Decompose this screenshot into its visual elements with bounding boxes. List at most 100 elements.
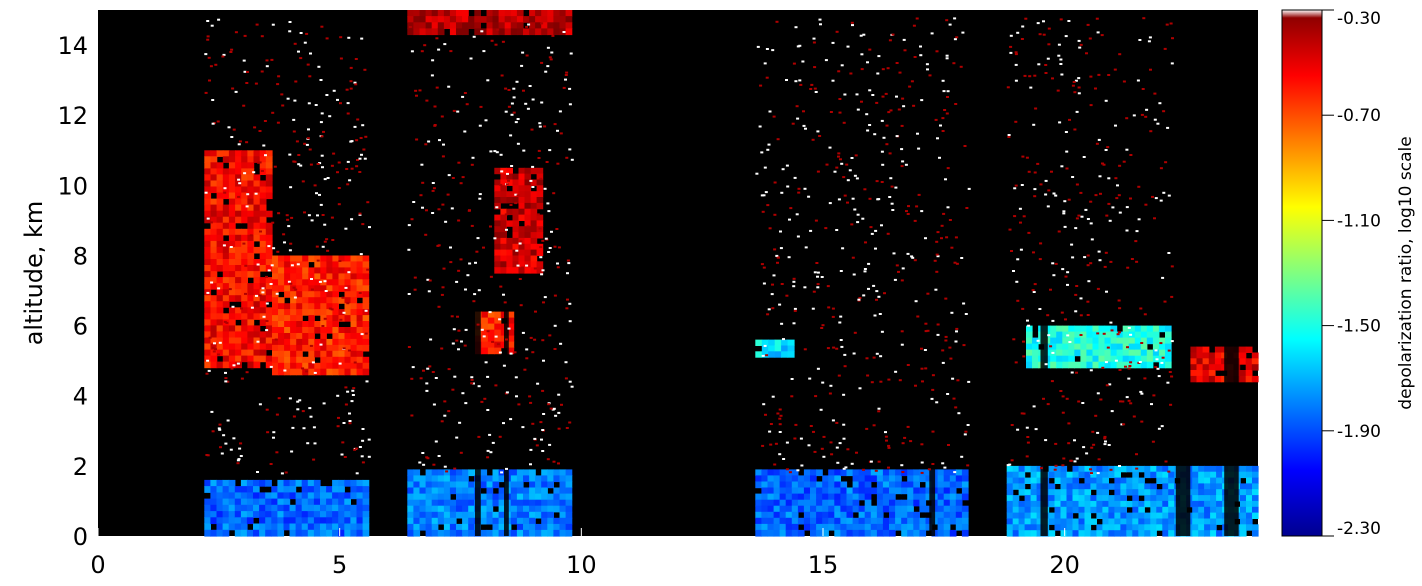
heat-cell xyxy=(228,246,236,254)
heat-cell xyxy=(500,267,507,274)
heat-cell xyxy=(253,486,260,493)
noise-speck xyxy=(936,255,940,258)
heat-cell xyxy=(535,475,542,483)
noise-speck xyxy=(774,442,778,445)
noise-speck xyxy=(1014,79,1018,82)
noise-speck xyxy=(337,203,341,206)
noise-speck xyxy=(358,213,362,216)
noise-speck xyxy=(364,309,368,312)
heat-cell xyxy=(1116,349,1124,357)
heat-cell xyxy=(362,511,370,518)
noise-speck xyxy=(1164,460,1168,463)
heat-cell xyxy=(498,487,506,495)
heat-cell xyxy=(816,487,823,495)
heat-cell xyxy=(512,255,520,262)
noise-speck xyxy=(354,58,358,60)
heat-cell xyxy=(247,156,255,163)
heat-cell xyxy=(253,246,261,254)
heat-cell xyxy=(523,523,530,531)
noise-speck xyxy=(1022,340,1025,343)
noise-speck xyxy=(270,58,274,61)
noise-speck xyxy=(321,166,324,169)
noise-speck xyxy=(1054,464,1058,467)
noise-speck xyxy=(565,427,569,429)
heat-cell xyxy=(265,529,272,537)
noise-speck xyxy=(347,349,351,352)
noise-speck xyxy=(1042,397,1045,400)
noise-speck xyxy=(953,471,957,474)
heat-cell xyxy=(1066,471,1074,479)
noise-speck xyxy=(862,294,866,297)
heat-cell xyxy=(816,499,823,507)
noise-speck xyxy=(570,385,574,388)
noise-speck xyxy=(420,163,424,166)
heat-cell xyxy=(535,505,542,513)
noise-speck xyxy=(361,439,365,442)
heat-cell xyxy=(240,479,248,487)
noise-speck xyxy=(956,379,960,382)
heat-cell xyxy=(350,492,358,500)
heat-cell xyxy=(785,487,793,495)
noise-speck xyxy=(1038,258,1042,261)
heat-cell xyxy=(1216,500,1223,508)
heat-cell xyxy=(1168,489,1175,496)
heat-cell xyxy=(314,273,321,280)
noise-speck xyxy=(363,68,367,71)
heat-cell xyxy=(1204,495,1211,502)
heat-cell xyxy=(498,499,506,507)
heat-cell xyxy=(449,481,457,489)
heat-cell xyxy=(228,313,236,320)
heat-cell xyxy=(810,493,817,501)
heat-cell xyxy=(407,16,414,23)
heat-cell xyxy=(356,291,364,298)
heat-cell xyxy=(247,216,255,224)
heat-cell xyxy=(1036,500,1044,508)
heat-cell xyxy=(443,499,451,507)
noise-speck xyxy=(543,125,547,128)
noise-speck xyxy=(1162,110,1166,113)
heat-cell xyxy=(516,523,524,531)
heat-cell xyxy=(320,315,327,322)
noise-speck xyxy=(477,435,481,438)
heat-cell xyxy=(1168,495,1175,502)
heat-cell xyxy=(1062,331,1069,339)
heat-cell xyxy=(241,325,248,332)
heat-cell xyxy=(1158,325,1166,333)
noise-speck xyxy=(793,437,797,440)
heat-cell xyxy=(204,331,212,338)
noise-speck xyxy=(901,471,905,473)
heat-cell xyxy=(265,277,273,284)
heat-cell xyxy=(247,331,255,338)
noise-speck xyxy=(1038,308,1042,310)
noise-speck xyxy=(1089,75,1093,78)
heat-cell xyxy=(541,475,548,483)
heat-cell xyxy=(431,16,439,23)
noise-speck xyxy=(346,183,350,186)
heat-cell xyxy=(1156,465,1163,473)
noise-speck xyxy=(876,72,880,75)
noise-speck xyxy=(463,344,467,347)
heat-cell xyxy=(1030,530,1038,537)
heat-cell xyxy=(332,338,339,346)
noise-speck xyxy=(358,212,362,215)
heat-cell xyxy=(1120,465,1127,473)
heat-cell xyxy=(834,511,841,519)
noise-speck xyxy=(265,65,269,68)
heat-cell xyxy=(1216,483,1223,490)
noise-speck xyxy=(254,192,258,195)
heat-cell xyxy=(235,307,242,314)
heat-cell xyxy=(326,279,333,286)
noise-speck xyxy=(265,302,269,305)
noise-speck xyxy=(1009,45,1013,48)
noise-speck xyxy=(538,122,542,125)
heat-cell xyxy=(767,505,775,513)
noise-speck xyxy=(260,35,264,38)
noise-speck xyxy=(1032,405,1036,408)
heat-cell xyxy=(1084,506,1092,514)
noise-speck xyxy=(1074,79,1078,82)
noise-speck xyxy=(1107,177,1111,180)
noise-speck xyxy=(1167,470,1171,473)
x-tick-label: 20 xyxy=(1049,551,1080,579)
noise-speck xyxy=(1047,189,1051,192)
noise-speck xyxy=(418,461,422,464)
